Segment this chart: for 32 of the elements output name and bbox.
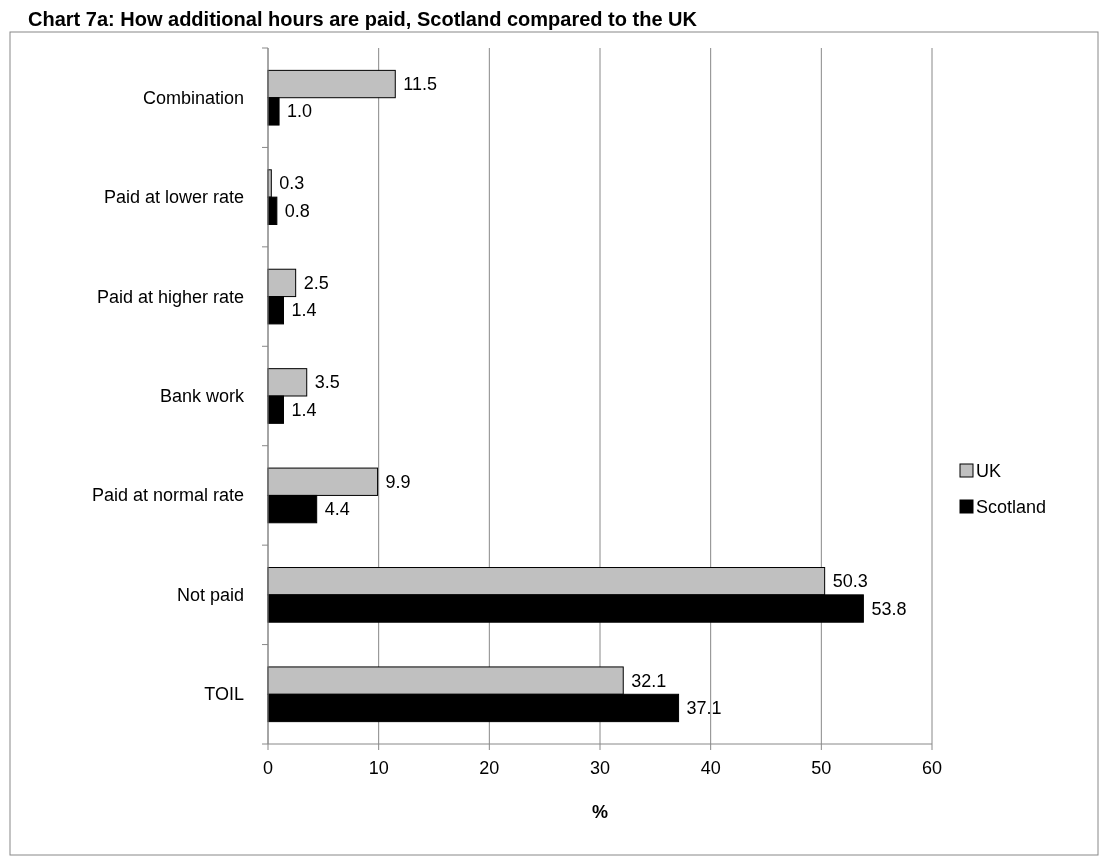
x-tick-label: 60 xyxy=(921,758,943,778)
y-tick-label: TOIL xyxy=(204,684,244,705)
x-axis-title: % xyxy=(591,802,609,822)
legend-label: UK xyxy=(976,461,1002,481)
data-label: 0.3 xyxy=(279,173,305,194)
y-tick-label: Paid at higher rate xyxy=(96,286,244,307)
y-tick-label: Paid at normal rate xyxy=(91,485,244,506)
data-label: 0.8 xyxy=(284,200,310,221)
y-tick-label: Combination xyxy=(142,87,244,108)
y-tick-label: Paid at lower rate xyxy=(103,187,244,208)
data-label: 1.4 xyxy=(291,300,317,321)
legend-label: Scotland xyxy=(976,497,1047,517)
data-label: 50.3 xyxy=(832,571,868,592)
x-tick-label: 10 xyxy=(368,758,389,778)
chart-title: Chart 7a: How additional hours are paid, Scotland compared to the UK xyxy=(28,8,698,30)
y-tick-label: Bank work xyxy=(159,386,245,406)
data-label: 9.9 xyxy=(385,471,411,492)
data-label: 37.1 xyxy=(686,697,722,718)
x-tick-label: 50 xyxy=(811,758,832,778)
x-tick-label: 30 xyxy=(589,758,611,778)
data-label: 32.1 xyxy=(631,670,667,691)
data-label: 1.4 xyxy=(291,399,317,420)
data-label: 53.8 xyxy=(871,598,907,619)
x-tick-label: 20 xyxy=(479,758,500,778)
x-tick-label: 40 xyxy=(700,758,721,778)
y-tick-label: Not paid xyxy=(176,584,244,605)
x-tick-label: 0 xyxy=(262,758,274,778)
data-label: 2.5 xyxy=(303,272,329,293)
data-label: 11.5 xyxy=(403,74,437,95)
data-label: 4.4 xyxy=(324,499,350,520)
data-label: 3.5 xyxy=(314,372,340,393)
data-label: 1.0 xyxy=(287,101,313,122)
